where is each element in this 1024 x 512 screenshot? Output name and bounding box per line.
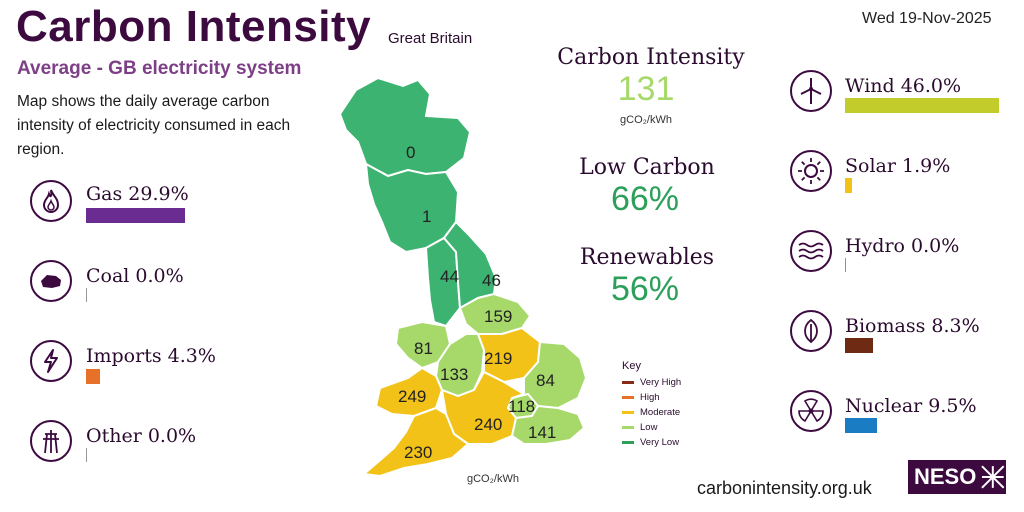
map-value-east-midlands: 219 [484,349,512,368]
waves-icon [790,230,832,272]
map-region-south-wales [374,366,444,418]
union-flag-icon [981,465,1005,489]
fuel-bar-solar [845,178,852,193]
map-value-south-england: 240 [474,415,502,434]
fuel-bar-gas [86,208,185,223]
map-legend: Key Very High High Moderate Low Very Low [622,360,681,448]
map-region-yorkshire [458,292,532,335]
fuel-coal [30,260,72,302]
fuel-biomass [790,310,832,352]
legend-label: Low [640,422,658,433]
fuel-label-wind: Wind 46.0% [845,75,962,97]
carbon-intensity-unit: gCO₂/kWh [620,114,672,126]
fuel-label-solar: Solar 1.9% [845,155,951,177]
renewables-value: 56% [610,270,680,308]
neso-logo-text: NESO [914,464,977,489]
fuel-other [30,420,72,462]
leaf-icon [790,310,832,352]
legend-label: Very High [640,377,682,388]
lightning-icon [30,340,72,382]
legend-item: Low [622,422,681,433]
fuel-bar-hydro [845,258,846,272]
fuel-imports [30,340,72,382]
map-value-east-england: 84 [536,371,555,390]
map-value-south-east-england: 141 [528,423,556,442]
renewables-label: Renewables [579,245,715,270]
legend-item: Very Low [622,437,681,448]
map-value-yorkshire: 159 [484,307,512,326]
map-value-south-wales: 249 [398,387,426,406]
pylon-icon [30,420,72,462]
fuel-label-gas: Gas 29.9% [86,183,189,205]
fuel-bar-imports [86,369,100,384]
flame-icon [30,180,72,222]
legend-swatch-high [622,396,634,399]
neso-logo: NESO [908,460,1006,494]
carbon-intensity-label: Carbon Intensity [557,45,745,70]
date-label: Wed 19-Nov-2025 [862,10,992,27]
fuel-label-imports: Imports 4.3% [86,345,216,367]
fuel-label-coal: Coal 0.0% [86,265,184,287]
fuel-hydro [790,230,832,272]
wind-turbine-icon [790,70,832,112]
map-value-south-scotland: 1 [422,207,431,226]
fuel-nuclear [790,390,832,432]
map-description: Map shows the daily average carbon inten… [17,93,291,158]
map-value-west-midlands: 133 [440,365,468,384]
fuel-gas [30,180,72,222]
low-carbon-value: 66% [610,180,680,218]
legend-label: Moderate [640,407,681,418]
fuel-bar-coal [86,288,87,302]
map-value-south-west-england: 230 [404,443,432,462]
fuel-label-other: Other 0.0% [86,425,197,447]
map-value-north-east-england: 46 [482,271,501,290]
carbon-intensity-value: 131 [617,70,675,108]
map-value-north-wales: 81 [414,339,433,358]
page-subtitle: Average - GB electricity system [17,58,302,79]
gb-region-map: 0 1 44 46 159 81 133 219 84 249 118 240 … [338,76,588,478]
legend-swatch-moderate [622,411,634,414]
fuel-bar-wind [845,98,999,113]
map-region-south-west-england [361,406,470,478]
legend-label: Very Low [640,437,680,448]
map-region-south-east-england [510,404,586,445]
map-region-north-scotland [338,76,472,178]
fuel-bar-nuclear [845,418,877,433]
fuel-solar [790,150,832,192]
map-unit-label: gCO₂/kWh [467,473,519,485]
legend-swatch-very-low [622,441,634,444]
low-carbon-label: Low Carbon [579,155,715,180]
map-value-north-scotland: 0 [406,143,415,162]
legend-item: Very High [622,377,681,388]
legend-swatch-very-high [622,381,634,384]
fuel-label-nuclear: Nuclear 9.5% [845,395,977,417]
legend-label: High [640,392,660,403]
legend-swatch-low [622,426,634,429]
coal-icon [30,260,72,302]
website-url[interactable]: carbonintensity.org.uk [697,478,872,498]
fuel-bar-other [86,448,87,462]
legend-item: Moderate [622,407,681,418]
fuel-bar-biomass [845,338,873,353]
page-title: Carbon Intensity [16,2,372,51]
region-label: Great Britain [388,30,473,47]
map-value-north-west-england: 44 [440,267,459,286]
legend-item: High [622,392,681,403]
sun-icon [790,150,832,192]
legend-title: Key [622,360,641,372]
fuel-wind [790,70,832,112]
radiation-icon [790,390,832,432]
fuel-label-hydro: Hydro 0.0% [845,235,960,257]
map-value-london: 118 [508,397,535,416]
fuel-label-biomass: Biomass 8.3% [845,315,980,337]
